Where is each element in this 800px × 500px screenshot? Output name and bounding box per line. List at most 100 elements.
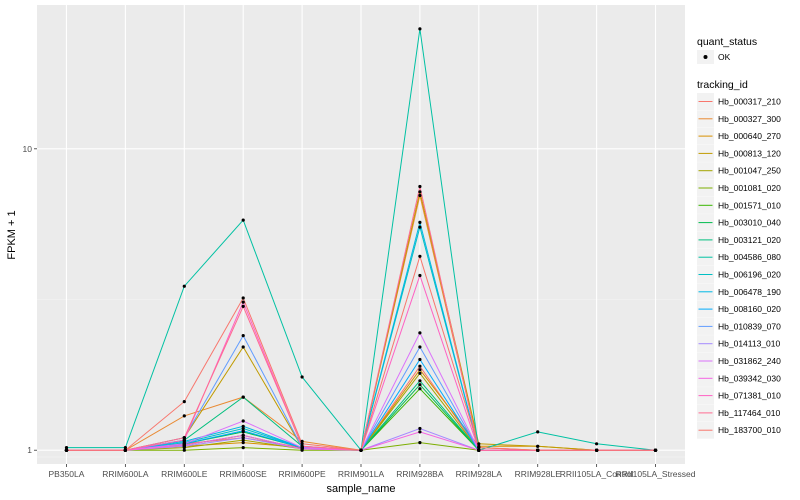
legend-quant-status-title: quant_status bbox=[697, 36, 757, 48]
data-point bbox=[241, 446, 245, 450]
data-point bbox=[418, 193, 422, 198]
data-point bbox=[536, 430, 540, 434]
legend-point-ok-icon bbox=[703, 55, 708, 59]
legend-label-Hb_000640_270: Hb_000640_270 bbox=[718, 131, 781, 141]
data-point bbox=[241, 424, 245, 428]
data-point bbox=[182, 448, 186, 452]
data-point bbox=[182, 443, 186, 447]
x-tick-label: PB350LA bbox=[48, 469, 84, 479]
data-point bbox=[418, 273, 422, 278]
x-tick-label: RRIM928BA bbox=[396, 469, 444, 479]
x-tick-label: RRIM928LE bbox=[515, 469, 562, 479]
data-point bbox=[241, 438, 245, 442]
data-point bbox=[477, 442, 481, 446]
data-point bbox=[418, 387, 422, 391]
data-point bbox=[418, 331, 422, 335]
data-point bbox=[182, 414, 186, 418]
data-point bbox=[300, 439, 304, 443]
data-point bbox=[241, 345, 245, 349]
y-axis-title: FPKM + 1 bbox=[6, 210, 18, 259]
x-tick-label: RRIM600LE bbox=[161, 469, 208, 479]
x-tick-label: RRII105LA_Control bbox=[560, 469, 634, 479]
data-point bbox=[418, 190, 422, 194]
x-tick-label: RRIM600PE bbox=[278, 469, 326, 479]
data-point bbox=[418, 430, 422, 434]
data-point bbox=[418, 441, 422, 445]
data-point bbox=[477, 448, 481, 452]
data-point bbox=[477, 446, 481, 450]
data-point bbox=[241, 426, 245, 431]
data-point bbox=[241, 441, 245, 445]
data-point bbox=[653, 448, 658, 452]
legend-label-Hb_001047_250: Hb_001047_250 bbox=[718, 166, 781, 176]
data-point bbox=[241, 433, 245, 437]
data-point bbox=[595, 448, 599, 452]
legend-label-Hb_006478_190: Hb_006478_190 bbox=[718, 287, 781, 297]
data-point bbox=[418, 379, 422, 383]
legend-label-Hb_006196_020: Hb_006196_020 bbox=[718, 270, 781, 280]
y-tick-label: 10 bbox=[23, 144, 33, 154]
legend-label-Hb_117464_010: Hb_117464_010 bbox=[718, 408, 781, 418]
data-point bbox=[182, 438, 186, 442]
data-point bbox=[300, 447, 304, 451]
data-point bbox=[418, 184, 422, 189]
data-point bbox=[418, 220, 422, 224]
data-point bbox=[418, 345, 422, 349]
x-tick-label: RRIM600LA bbox=[102, 469, 149, 479]
legend-label-Hb_001081_020: Hb_001081_020 bbox=[718, 183, 781, 193]
legend-tracking-id-title: tracking_id bbox=[697, 79, 748, 91]
data-point bbox=[241, 300, 245, 304]
legend-label-Hb_183700_010: Hb_183700_010 bbox=[718, 425, 781, 435]
x-tick-label: RRII105LA_Stressed bbox=[616, 469, 696, 479]
x-tick-label: RRIM928LA bbox=[456, 469, 503, 479]
data-points bbox=[64, 27, 658, 452]
data-point bbox=[241, 429, 245, 433]
y-tick-label: 1 bbox=[27, 445, 32, 455]
legend-label-ok: OK bbox=[718, 52, 731, 62]
data-point bbox=[418, 27, 422, 31]
x-axis-title: sample_name bbox=[326, 483, 395, 495]
legend-label-Hb_014113_010: Hb_014113_010 bbox=[718, 339, 781, 349]
legend-label-Hb_008160_020: Hb_008160_020 bbox=[718, 304, 781, 314]
legend-label-Hb_004586_080: Hb_004586_080 bbox=[718, 252, 781, 262]
data-point bbox=[536, 448, 540, 452]
data-point bbox=[241, 419, 245, 423]
data-point bbox=[595, 442, 599, 446]
data-point bbox=[300, 375, 304, 379]
legend-label-Hb_003121_020: Hb_003121_020 bbox=[718, 235, 781, 245]
legend-label-Hb_000813_120: Hb_000813_120 bbox=[718, 148, 781, 158]
data-point bbox=[418, 383, 422, 387]
data-point bbox=[300, 442, 304, 446]
legend-label-Hb_001571_010: Hb_001571_010 bbox=[718, 200, 781, 210]
legend-label-Hb_000317_210: Hb_000317_210 bbox=[718, 97, 781, 107]
data-point bbox=[64, 448, 69, 452]
data-point bbox=[418, 371, 422, 375]
data-point bbox=[182, 436, 186, 440]
data-point bbox=[182, 400, 186, 404]
data-point bbox=[418, 426, 422, 431]
data-point bbox=[241, 296, 245, 300]
data-point bbox=[359, 448, 363, 452]
data-point bbox=[241, 218, 245, 222]
data-point bbox=[241, 304, 245, 308]
legend-label-Hb_010839_070: Hb_010839_070 bbox=[718, 321, 781, 331]
legend-label-Hb_031862_240: Hb_031862_240 bbox=[718, 356, 781, 366]
data-point bbox=[300, 444, 304, 448]
legend-tracking-id: tracking_id Hb_000317_210 Hb_000327_300 Hb… bbox=[697, 79, 781, 439]
legend-quant-status: quant_status OK bbox=[697, 36, 757, 64]
legend-label-Hb_000327_300: Hb_000327_300 bbox=[718, 114, 781, 124]
x-tick-label: RRIM901LA bbox=[338, 469, 385, 479]
axes: 1 10 PB350LA RRIM600LA RRIM600LE RRIM600SE RRI… bbox=[23, 144, 696, 479]
data-point bbox=[241, 395, 245, 399]
data-point bbox=[418, 225, 422, 229]
data-point bbox=[418, 368, 422, 372]
data-point bbox=[123, 448, 127, 452]
data-point bbox=[536, 444, 540, 448]
legend-label-Hb_039342_030: Hb_039342_030 bbox=[718, 373, 781, 383]
data-point bbox=[64, 446, 69, 450]
data-point bbox=[123, 446, 127, 450]
data-point bbox=[418, 357, 422, 362]
data-point bbox=[241, 334, 245, 338]
legend-label-Hb_003010_040: Hb_003010_040 bbox=[718, 218, 781, 228]
